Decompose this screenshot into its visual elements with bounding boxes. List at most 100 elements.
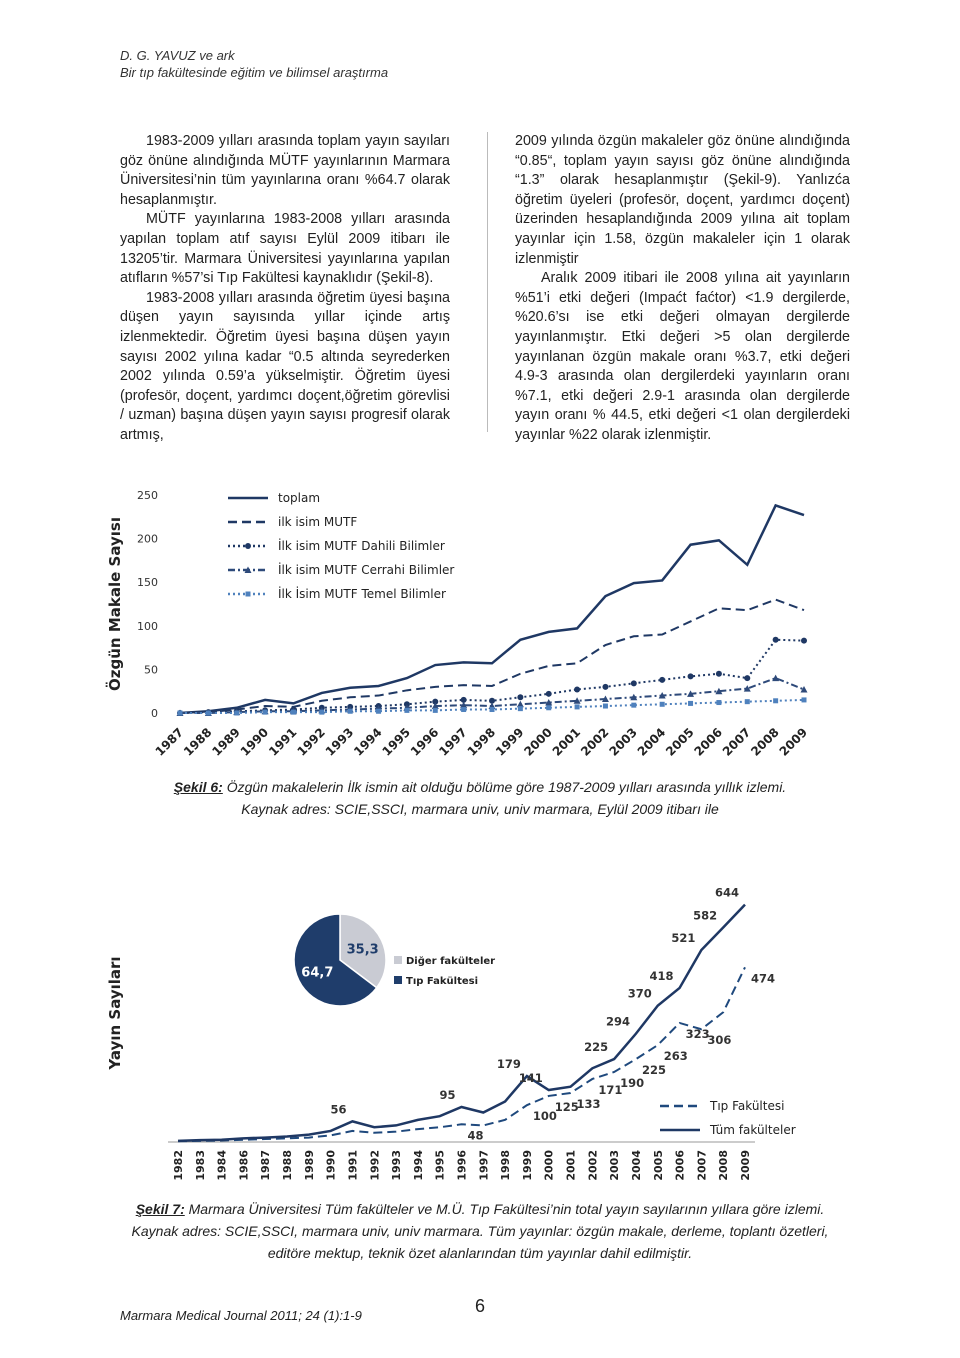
pie-slice [339, 913, 387, 989]
x-tick-label: 1991 [266, 725, 300, 759]
marker [244, 566, 252, 573]
marker [602, 703, 608, 709]
series-line [180, 698, 805, 714]
series-line [177, 966, 746, 1143]
marker [489, 707, 495, 713]
pie-label: 64,7 [301, 965, 333, 980]
paragraph: 1983-2009 yılları arasında toplam yayın … [120, 133, 450, 208]
marker [574, 704, 580, 710]
marker [630, 680, 637, 687]
data-label: 171 [598, 1083, 622, 1097]
data-label: 141 [519, 1071, 543, 1085]
data-label: 190 [620, 1076, 644, 1090]
x-tick-label: 2007 [720, 725, 754, 759]
marker [659, 701, 665, 707]
x-tick-label: 1988 [181, 725, 215, 759]
caption-label: Şekil 7: [135, 1201, 185, 1217]
legend-label: İlk isim MUTF Dahili Bilimler [278, 538, 445, 553]
marker [431, 702, 439, 710]
x-tick-label: 1996 [456, 1150, 469, 1181]
marker [687, 690, 695, 697]
y-tick-label: 150 [137, 576, 158, 589]
x-tick-label: 2004 [635, 725, 669, 759]
marker [460, 701, 468, 709]
x-tick-label: 2006 [674, 1150, 687, 1181]
x-tick-label: 2001 [565, 1150, 578, 1181]
marker [659, 676, 666, 683]
data-label: 644 [715, 886, 739, 900]
legend-swatch [394, 956, 402, 964]
x-tick-label: 1988 [281, 1150, 294, 1181]
legend-label: Tıp Fakültesi [406, 976, 478, 987]
marker [573, 697, 581, 704]
marker [743, 685, 751, 692]
data-label: 263 [664, 1049, 688, 1063]
x-tick-label: 1999 [521, 1150, 534, 1181]
paragraph: Aralık 2009 itibari ile 2008 yılına ait … [515, 270, 850, 443]
data-label: 100 [533, 1109, 557, 1123]
data-label: 474 [751, 971, 775, 985]
data-label: 133 [577, 1097, 601, 1111]
x-tick-label: 1994 [412, 1150, 425, 1181]
series-line [179, 598, 805, 714]
marker [630, 693, 638, 701]
pie-label: 35,3 [347, 943, 379, 958]
x-tick-label: 2005 [652, 1150, 665, 1181]
figure-6-caption: Şekil 6: Özgün makalelerin İlk ismin ait… [160, 776, 800, 820]
legend-label: Diğer fakülteler [406, 955, 495, 967]
x-tick-label: 2008 [748, 725, 782, 759]
caption-label: Şekil 6: [173, 779, 223, 795]
x-tick-label: 1997 [436, 725, 470, 759]
x-tick-label: 2003 [608, 1150, 621, 1181]
marker [688, 700, 694, 706]
data-label: 521 [671, 931, 695, 945]
x-tick-label: 2008 [717, 1150, 730, 1181]
data-label: 306 [707, 1033, 731, 1047]
left-column: 1983-2009 yılları arasında toplam yayın … [120, 132, 450, 446]
x-tick-label: 1982 [172, 1150, 185, 1181]
x-tick-label: 2001 [550, 725, 584, 759]
x-tick-label: 1996 [408, 725, 442, 759]
x-tick-label: 2007 [695, 1150, 708, 1181]
x-tick-label: 1990 [325, 1150, 338, 1181]
x-tick-label: 1987 [259, 1150, 272, 1181]
marker [290, 709, 296, 715]
x-tick-label: 1993 [390, 1150, 403, 1181]
paragraph: MÜTF yayınlarına 1983-2008 yılları arası… [120, 211, 450, 287]
legend-label: Tüm fakülteler [709, 1123, 796, 1137]
marker [376, 708, 382, 714]
y-axis-title: Özgün Makale Sayısı [105, 517, 124, 691]
x-tick-label: 2009 [739, 1150, 752, 1181]
x-tick-label: 1986 [237, 1150, 250, 1181]
x-tick-label: 1983 [194, 1150, 207, 1181]
marker [517, 694, 524, 701]
marker [601, 695, 609, 703]
x-tick-label: 1991 [346, 1150, 359, 1181]
marker [432, 707, 438, 713]
x-tick-label: 2005 [663, 725, 697, 759]
figure-7-chart: Yayın Sayıları 1982 1983 1984 1986 1987 1988 19… [106, 886, 796, 1181]
data-label: 179 [497, 1057, 521, 1071]
marker [716, 700, 722, 706]
x-tick-label: 1999 [493, 725, 527, 759]
legend-label: Tıp Fakültesi [709, 1099, 784, 1113]
x-tick-label: 1992 [368, 1150, 381, 1181]
data-label: 225 [642, 1063, 666, 1077]
marker [658, 692, 666, 699]
data-label: 95 [439, 1088, 455, 1102]
marker [177, 710, 183, 716]
x-tick-label: 2000 [521, 725, 555, 759]
marker [574, 686, 581, 693]
marker [687, 673, 694, 680]
marker [262, 709, 268, 715]
x-tick-label: 1994 [351, 725, 385, 759]
x-tick-label: 2006 [692, 725, 726, 759]
x-tick-label: 1992 [294, 725, 328, 759]
x-tick-label: 1989 [303, 1150, 316, 1181]
column-divider [487, 132, 488, 432]
legend-label: toplam [278, 491, 320, 505]
marker [800, 685, 808, 693]
marker [631, 702, 637, 708]
y-tick-label: 200 [137, 533, 158, 546]
data-label: 370 [628, 987, 652, 1001]
